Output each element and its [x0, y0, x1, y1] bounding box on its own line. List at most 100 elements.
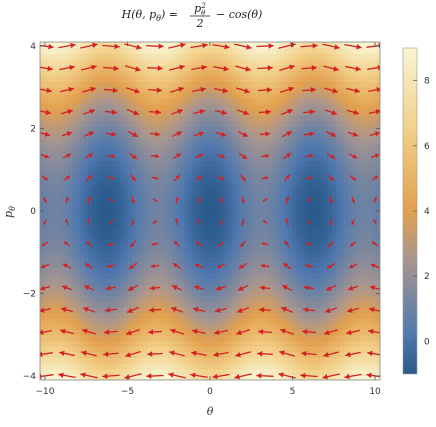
heatmap-cell: [268, 301, 273, 308]
heatmap-cell: [100, 137, 105, 144]
heatmap-cell: [304, 199, 309, 206]
heatmap-cell: [340, 137, 345, 144]
heatmap-cell: [264, 182, 269, 190]
heatmap-cell: [224, 194, 229, 201]
heatmap-cell: [232, 81, 237, 88]
heatmap-cell: [340, 103, 345, 111]
heatmap-cell: [144, 301, 149, 308]
heatmap-cell: [48, 301, 53, 308]
heatmap-cell: [344, 312, 349, 319]
heatmap-cell: [176, 222, 181, 229]
heatmap-cell: [284, 267, 289, 274]
heatmap-cell: [280, 154, 285, 161]
heatmap-cell: [164, 143, 169, 150]
heatmap-cell: [188, 137, 193, 144]
heatmap-cell: [212, 301, 217, 308]
heatmap-cell: [348, 301, 353, 308]
heatmap-cell: [92, 53, 97, 60]
heatmap-cell: [192, 154, 197, 161]
heatmap-cell: [232, 188, 237, 195]
heatmap-cell: [108, 261, 113, 268]
heatmap-cell: [100, 261, 105, 268]
heatmap-cell: [236, 165, 241, 173]
heatmap-cell: [304, 312, 309, 319]
heatmap-cell: [64, 233, 69, 240]
heatmap-cell: [64, 194, 69, 201]
heatmap-cell: [216, 115, 221, 122]
heatmap-cell: [144, 289, 149, 297]
heatmap-cell: [72, 289, 77, 297]
heatmap-cell: [284, 323, 289, 330]
heatmap-cell: [300, 306, 305, 313]
heatmap-cell: [268, 137, 273, 144]
heatmap-cell: [204, 98, 209, 105]
heatmap-cell: [348, 58, 353, 66]
heatmap-cell: [280, 75, 285, 83]
heatmap-cell: [156, 171, 161, 178]
heatmap-cell: [244, 199, 249, 206]
heatmap-cell: [124, 227, 129, 235]
heatmap-cell: [132, 92, 137, 99]
heatmap-cell: [164, 47, 169, 54]
heatmap-cell: [212, 340, 217, 347]
heatmap-cell: [72, 244, 77, 252]
heatmap-cell: [204, 149, 209, 156]
heatmap-cell: [316, 329, 321, 336]
heatmap-cell: [272, 53, 277, 60]
heatmap-cell: [156, 199, 161, 206]
heatmap-cell: [328, 47, 333, 54]
heatmap-cell: [152, 47, 157, 54]
heatmap-cell: [220, 149, 225, 156]
heatmap-cell: [252, 233, 257, 240]
heatmap-cell: [164, 154, 169, 161]
heatmap-cell: [164, 64, 169, 71]
heatmap-cell: [208, 199, 213, 206]
heatmap-cell: [60, 301, 65, 308]
heatmap-cell: [196, 160, 201, 167]
heatmap-cell: [56, 222, 61, 229]
heatmap-cell: [236, 244, 241, 252]
heatmap-cell: [348, 188, 353, 195]
heatmap-cell: [152, 165, 157, 173]
heatmap-cell: [308, 368, 313, 375]
heatmap-cell: [272, 318, 277, 325]
heatmap-cell: [308, 357, 313, 364]
heatmap-cell: [96, 177, 101, 184]
heatmap-cell: [336, 346, 341, 353]
heatmap-cell: [188, 211, 193, 218]
heatmap-cell: [260, 227, 265, 235]
heatmap-cell: [268, 205, 273, 212]
heatmap-cell: [124, 92, 129, 99]
heatmap-cell: [136, 374, 141, 380]
heatmap-cell: [84, 115, 89, 122]
heatmap-cell: [348, 216, 353, 223]
heatmap-cell: [136, 53, 141, 60]
heatmap-cell: [280, 334, 285, 342]
heatmap-cell: [316, 194, 321, 201]
heatmap-cell: [52, 81, 57, 88]
heatmap-cell: [168, 346, 173, 353]
heatmap-cell: [192, 194, 197, 201]
heatmap-cell: [368, 115, 373, 122]
heatmap-cell: [176, 182, 181, 190]
heatmap-cell: [164, 323, 169, 330]
heatmap-cell: [144, 340, 149, 347]
heatmap-cell: [176, 160, 181, 167]
heatmap-cell: [344, 171, 349, 178]
heatmap-cell: [184, 329, 189, 336]
heatmap-cell: [312, 278, 317, 285]
heatmap-cell: [116, 312, 121, 319]
heatmap-cell: [280, 351, 285, 359]
heatmap-cell: [196, 171, 201, 178]
heatmap-cell: [336, 126, 341, 133]
heatmap-cell: [256, 199, 261, 206]
heatmap-cell: [176, 143, 181, 150]
heatmap-cell: [200, 149, 205, 156]
heatmap-cell: [328, 160, 333, 167]
heatmap-cell: [180, 289, 185, 297]
heatmap-cell: [84, 340, 89, 347]
heatmap-cell: [188, 154, 193, 161]
heatmap-cell: [128, 194, 133, 201]
heatmap-cell: [164, 211, 169, 218]
heatmap-cell: [204, 301, 209, 308]
